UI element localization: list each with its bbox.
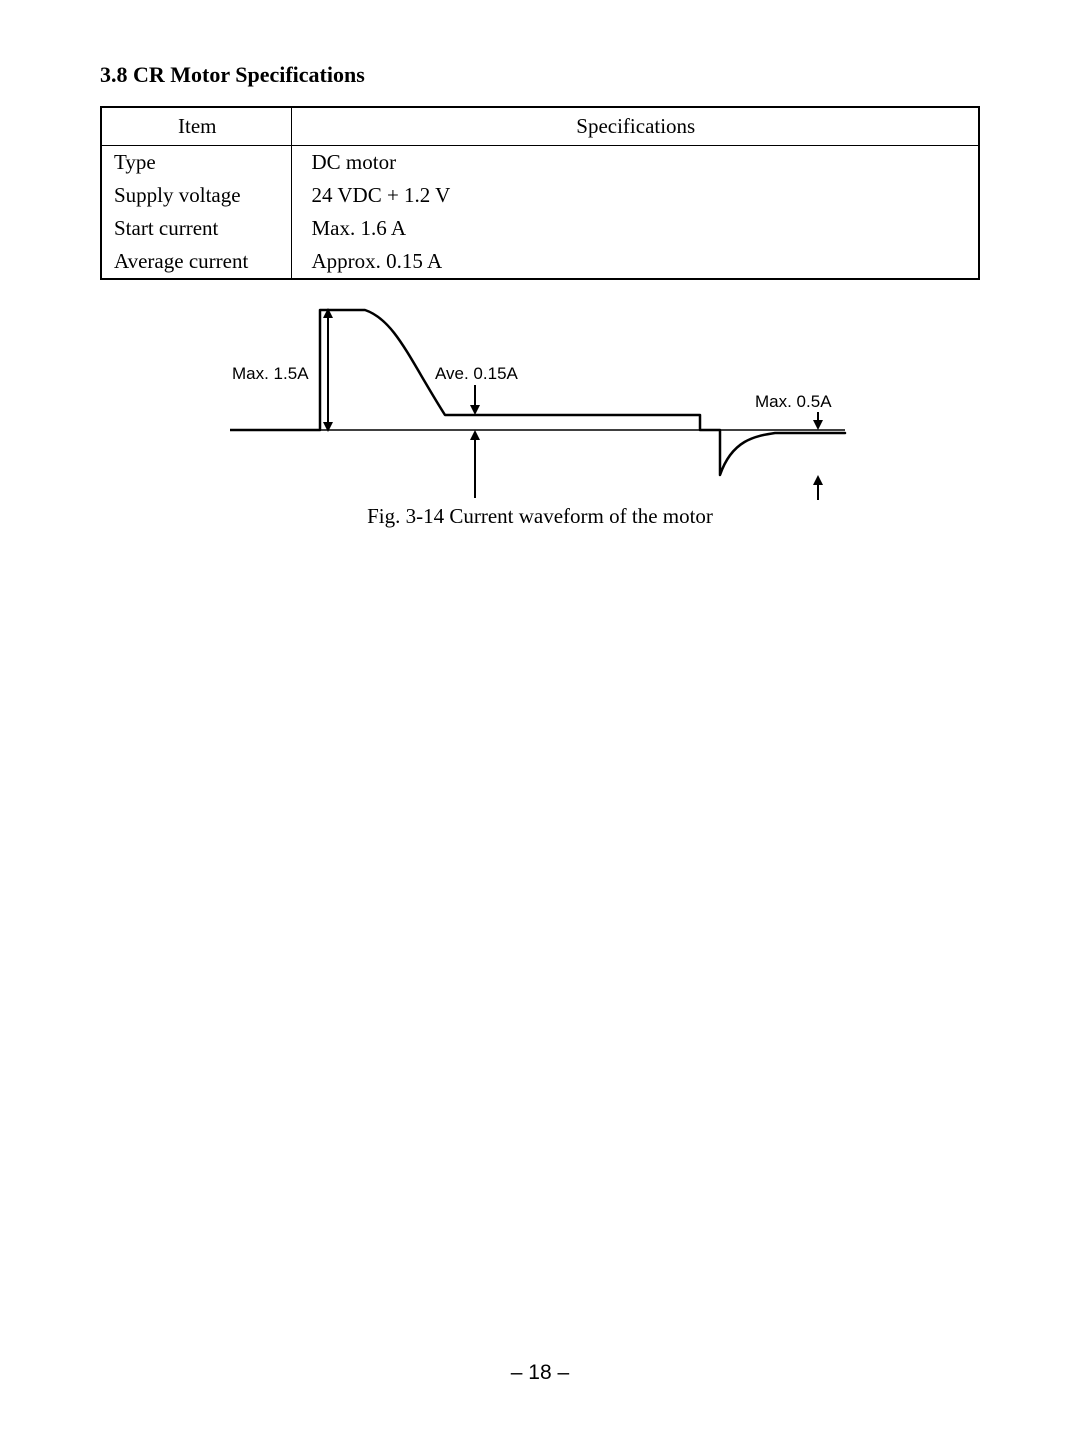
- figure: Max. 1.5A Ave. 0.15A Max. 0.5A Fig. 3-14…: [230, 300, 850, 529]
- page-number: – 18 –: [0, 1361, 1080, 1385]
- label-ave-0-15a: Ave. 0.15A: [435, 364, 518, 384]
- figure-caption: Fig. 3-14 Current waveform of the motor: [230, 504, 850, 529]
- table-row: Start current Max. 1.6 A: [101, 212, 979, 245]
- table-cell-spec: Approx. 0.15 A: [291, 245, 979, 279]
- spec-table: Item Specifications Type DC motor Supply…: [100, 106, 980, 280]
- section-heading: 3.8 CR Motor Specifications: [100, 62, 980, 88]
- table-cell-spec: DC motor: [291, 146, 979, 180]
- table-header-row: Item Specifications: [101, 107, 979, 146]
- table-row: Supply voltage 24 VDC + 1.2 V: [101, 179, 979, 212]
- table-cell-spec: Max. 1.6 A: [291, 212, 979, 245]
- table-row: Type DC motor: [101, 146, 979, 180]
- table-cell-item: Start current: [101, 212, 291, 245]
- table-cell-item: Supply voltage: [101, 179, 291, 212]
- table-header-item: Item: [101, 107, 291, 146]
- waveform-diagram: Max. 1.5A Ave. 0.15A Max. 0.5A: [230, 300, 850, 500]
- page: 3.8 CR Motor Specifications Item Specifi…: [0, 0, 1080, 1441]
- table-cell-item: Average current: [101, 245, 291, 279]
- label-max-0-5a: Max. 0.5A: [755, 392, 832, 412]
- table-cell-item: Type: [101, 146, 291, 180]
- table-row: Average current Approx. 0.15 A: [101, 245, 979, 279]
- label-max-1-5a: Max. 1.5A: [232, 364, 309, 384]
- table-header-spec: Specifications: [291, 107, 979, 146]
- table-cell-spec: 24 VDC + 1.2 V: [291, 179, 979, 212]
